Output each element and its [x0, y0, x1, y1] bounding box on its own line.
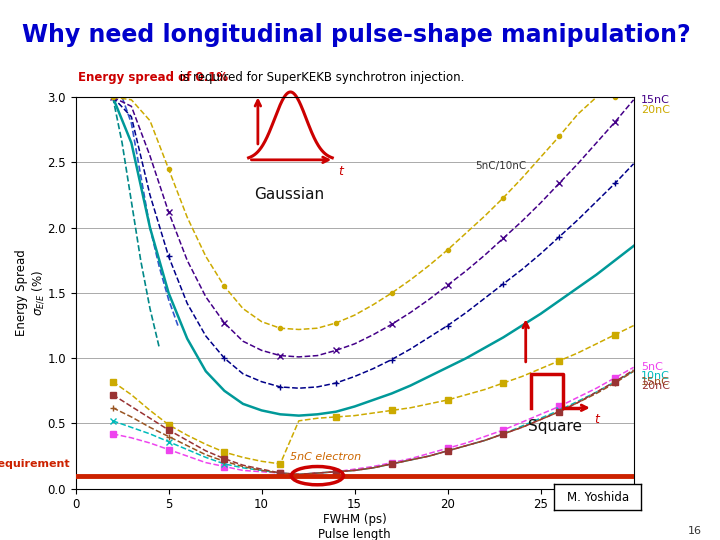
- Text: Square: Square: [528, 419, 582, 434]
- Text: is required for SuperKEKB synchrotron injection.: is required for SuperKEKB synchrotron in…: [176, 71, 465, 84]
- Text: 10nC: 10nC: [641, 372, 670, 381]
- Text: t: t: [595, 413, 600, 426]
- Text: Gaussian: Gaussian: [254, 187, 325, 202]
- Text: M. Yoshida: M. Yoshida: [567, 491, 629, 504]
- Text: 5nC: 5nC: [641, 362, 663, 373]
- Text: 15nC: 15nC: [641, 377, 670, 387]
- Text: t: t: [338, 165, 343, 178]
- Text: 20nC: 20nC: [641, 105, 670, 115]
- Text: 16: 16: [688, 526, 702, 536]
- Y-axis label: Energy Spread
$\sigma_{E/E}$ (%): Energy Spread $\sigma_{E/E}$ (%): [15, 249, 46, 336]
- Text: 5nC/10nC: 5nC/10nC: [475, 161, 527, 171]
- Text: Requirement: Requirement: [0, 459, 70, 469]
- X-axis label: FWHM (ps)
Pulse length: FWHM (ps) Pulse length: [318, 513, 391, 540]
- Text: Why need longitudinal pulse-shape manipulation?: Why need longitudinal pulse-shape manipu…: [22, 23, 690, 47]
- Text: Energy spread of 0.1%: Energy spread of 0.1%: [78, 71, 228, 84]
- Text: 5nC electron: 5nC electron: [289, 453, 361, 462]
- Text: 15nC: 15nC: [641, 95, 670, 105]
- Text: 20nC: 20nC: [641, 381, 670, 390]
